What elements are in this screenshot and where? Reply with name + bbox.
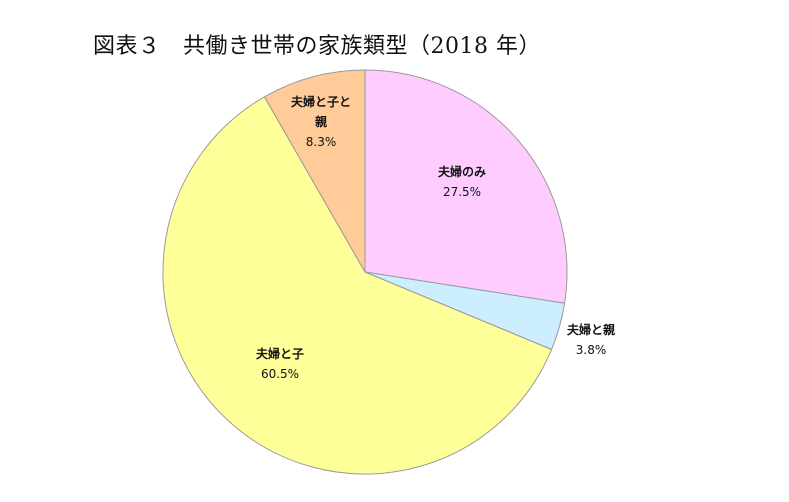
slice-label-2-line-0: 夫婦と子 xyxy=(255,346,304,361)
slice-value-label-0: 27.5% xyxy=(443,185,481,199)
slice-label-group-0: 夫婦のみ 27.5% xyxy=(437,164,486,199)
chart-title: 図表３ 共働き世帯の家族類型（2018 年） xyxy=(93,34,541,59)
slice-value-label-3: 8.3% xyxy=(306,135,337,149)
slice-label-group-1: 夫婦と親 3.8% xyxy=(566,322,615,357)
pie-slice-3 xyxy=(263,69,366,274)
slice-value-label-2: 60.5% xyxy=(261,367,299,381)
pie-slice-0 xyxy=(364,69,568,304)
slice-label-1-line-0: 夫婦と親 xyxy=(566,322,615,337)
pie-slices xyxy=(162,69,568,475)
slice-value-label-1: 3.8% xyxy=(576,343,607,357)
slice-label-3-line-0: 夫婦と子と xyxy=(290,94,351,109)
slice-label-3-line-1: 親 xyxy=(315,114,327,129)
pie-slice-2 xyxy=(162,96,553,475)
slice-label-0-line-0: 夫婦のみ xyxy=(437,164,486,179)
slice-label-group-2: 夫婦と子 60.5% xyxy=(255,346,304,381)
